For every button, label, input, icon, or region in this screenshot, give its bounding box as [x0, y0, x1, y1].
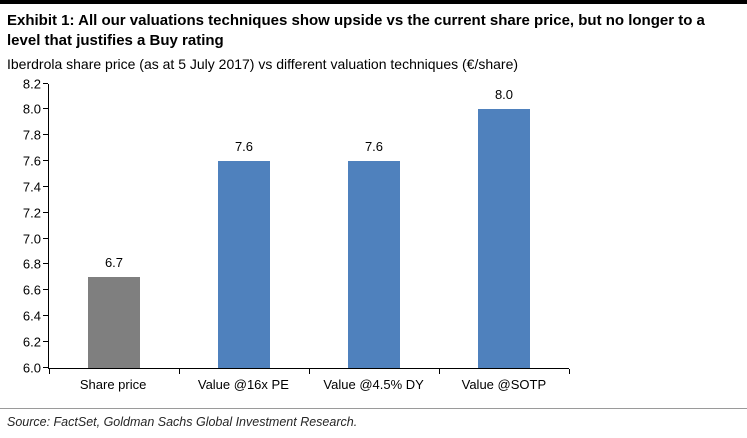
- x-tick-mark: [309, 368, 310, 374]
- x-category-label: Value @SOTP: [461, 376, 547, 392]
- y-tick-mark: [43, 263, 48, 265]
- bar-group: 8.0: [439, 84, 569, 368]
- plot-area: 6.7 7.6 7.6 8.0: [43, 82, 570, 374]
- bar-group: 7.6: [309, 84, 439, 368]
- y-tick-label: 7.8: [22, 127, 41, 143]
- bar-group: 7.6: [179, 84, 309, 368]
- bar-data-label: 7.6: [234, 139, 254, 155]
- y-tick-label: 7.2: [22, 205, 41, 221]
- y-tick-mark: [43, 366, 48, 368]
- y-tick-mark: [43, 314, 48, 316]
- y-tick-label: 7.4: [22, 179, 41, 195]
- y-tick-mark: [43, 108, 48, 110]
- x-tick-mark: [569, 368, 570, 374]
- bar-group: 6.7: [49, 84, 179, 368]
- x-tick-mark: [49, 368, 50, 374]
- y-tick-mark: [43, 289, 48, 291]
- source-divider: [0, 407, 747, 409]
- y-tick-label: 6.8: [22, 256, 41, 272]
- bar: [218, 161, 270, 368]
- y-tick-mark: [43, 211, 48, 213]
- bar-data-label: 6.7: [104, 255, 124, 271]
- x-tick-mark: [439, 368, 440, 374]
- bar: [348, 161, 400, 368]
- x-category-label: Share price: [79, 376, 147, 392]
- y-tick-mark: [43, 237, 48, 239]
- y-tick-label: 6.0: [22, 360, 41, 376]
- y-tick-mark: [43, 134, 48, 136]
- bar: [478, 109, 530, 368]
- chart-subtitle: Iberdrola share price (as at 5 July 2017…: [7, 55, 519, 72]
- bar-chart: 8.2 8.0 7.8 7.6 7.4 7.2 7.0 6.8 6.6 6.4 6.2 6.0 6.7…: [8, 77, 747, 392]
- y-tick-label: 6.2: [22, 334, 41, 350]
- y-tick-label: 8.0: [22, 101, 41, 117]
- y-tick-mark: [43, 340, 48, 342]
- source-note: Source: FactSet, Goldman Sachs Global In…: [7, 414, 358, 429]
- x-axis-labels: Share price Value @16x PE Value @4.5% DY Va…: [48, 377, 569, 392]
- y-tick-label: 6.6: [22, 282, 41, 298]
- y-tick-label: 8.2: [22, 76, 41, 92]
- bar-data-label: 7.6: [364, 139, 384, 155]
- exhibit-title: Exhibit 1: All our valuations techniques…: [7, 12, 705, 49]
- x-tick-mark: [179, 368, 180, 374]
- y-tick-mark: [43, 160, 48, 162]
- top-border-rule: [0, 0, 747, 4]
- y-tick-label: 7.6: [22, 153, 41, 169]
- y-tick-mark: [43, 185, 48, 187]
- y-tick-label: 6.4: [22, 308, 41, 324]
- plot-column: 6.7 7.6 7.6 8.0 Share price Value @16x PE Val…: [43, 82, 570, 392]
- y-axis-labels: 8.2 8.0 7.8 7.6 7.4 7.2 7.0 6.8 6.6 6.4 6.2 6.0: [8, 77, 48, 374]
- bar-data-label: 8.0: [494, 87, 514, 103]
- y-tick-mark: [43, 82, 48, 84]
- bar: [88, 277, 140, 368]
- y-tick-label: 7.0: [22, 231, 41, 247]
- x-category-label: Value @4.5% DY: [323, 376, 424, 392]
- x-category-label: Value @16x PE: [197, 376, 289, 392]
